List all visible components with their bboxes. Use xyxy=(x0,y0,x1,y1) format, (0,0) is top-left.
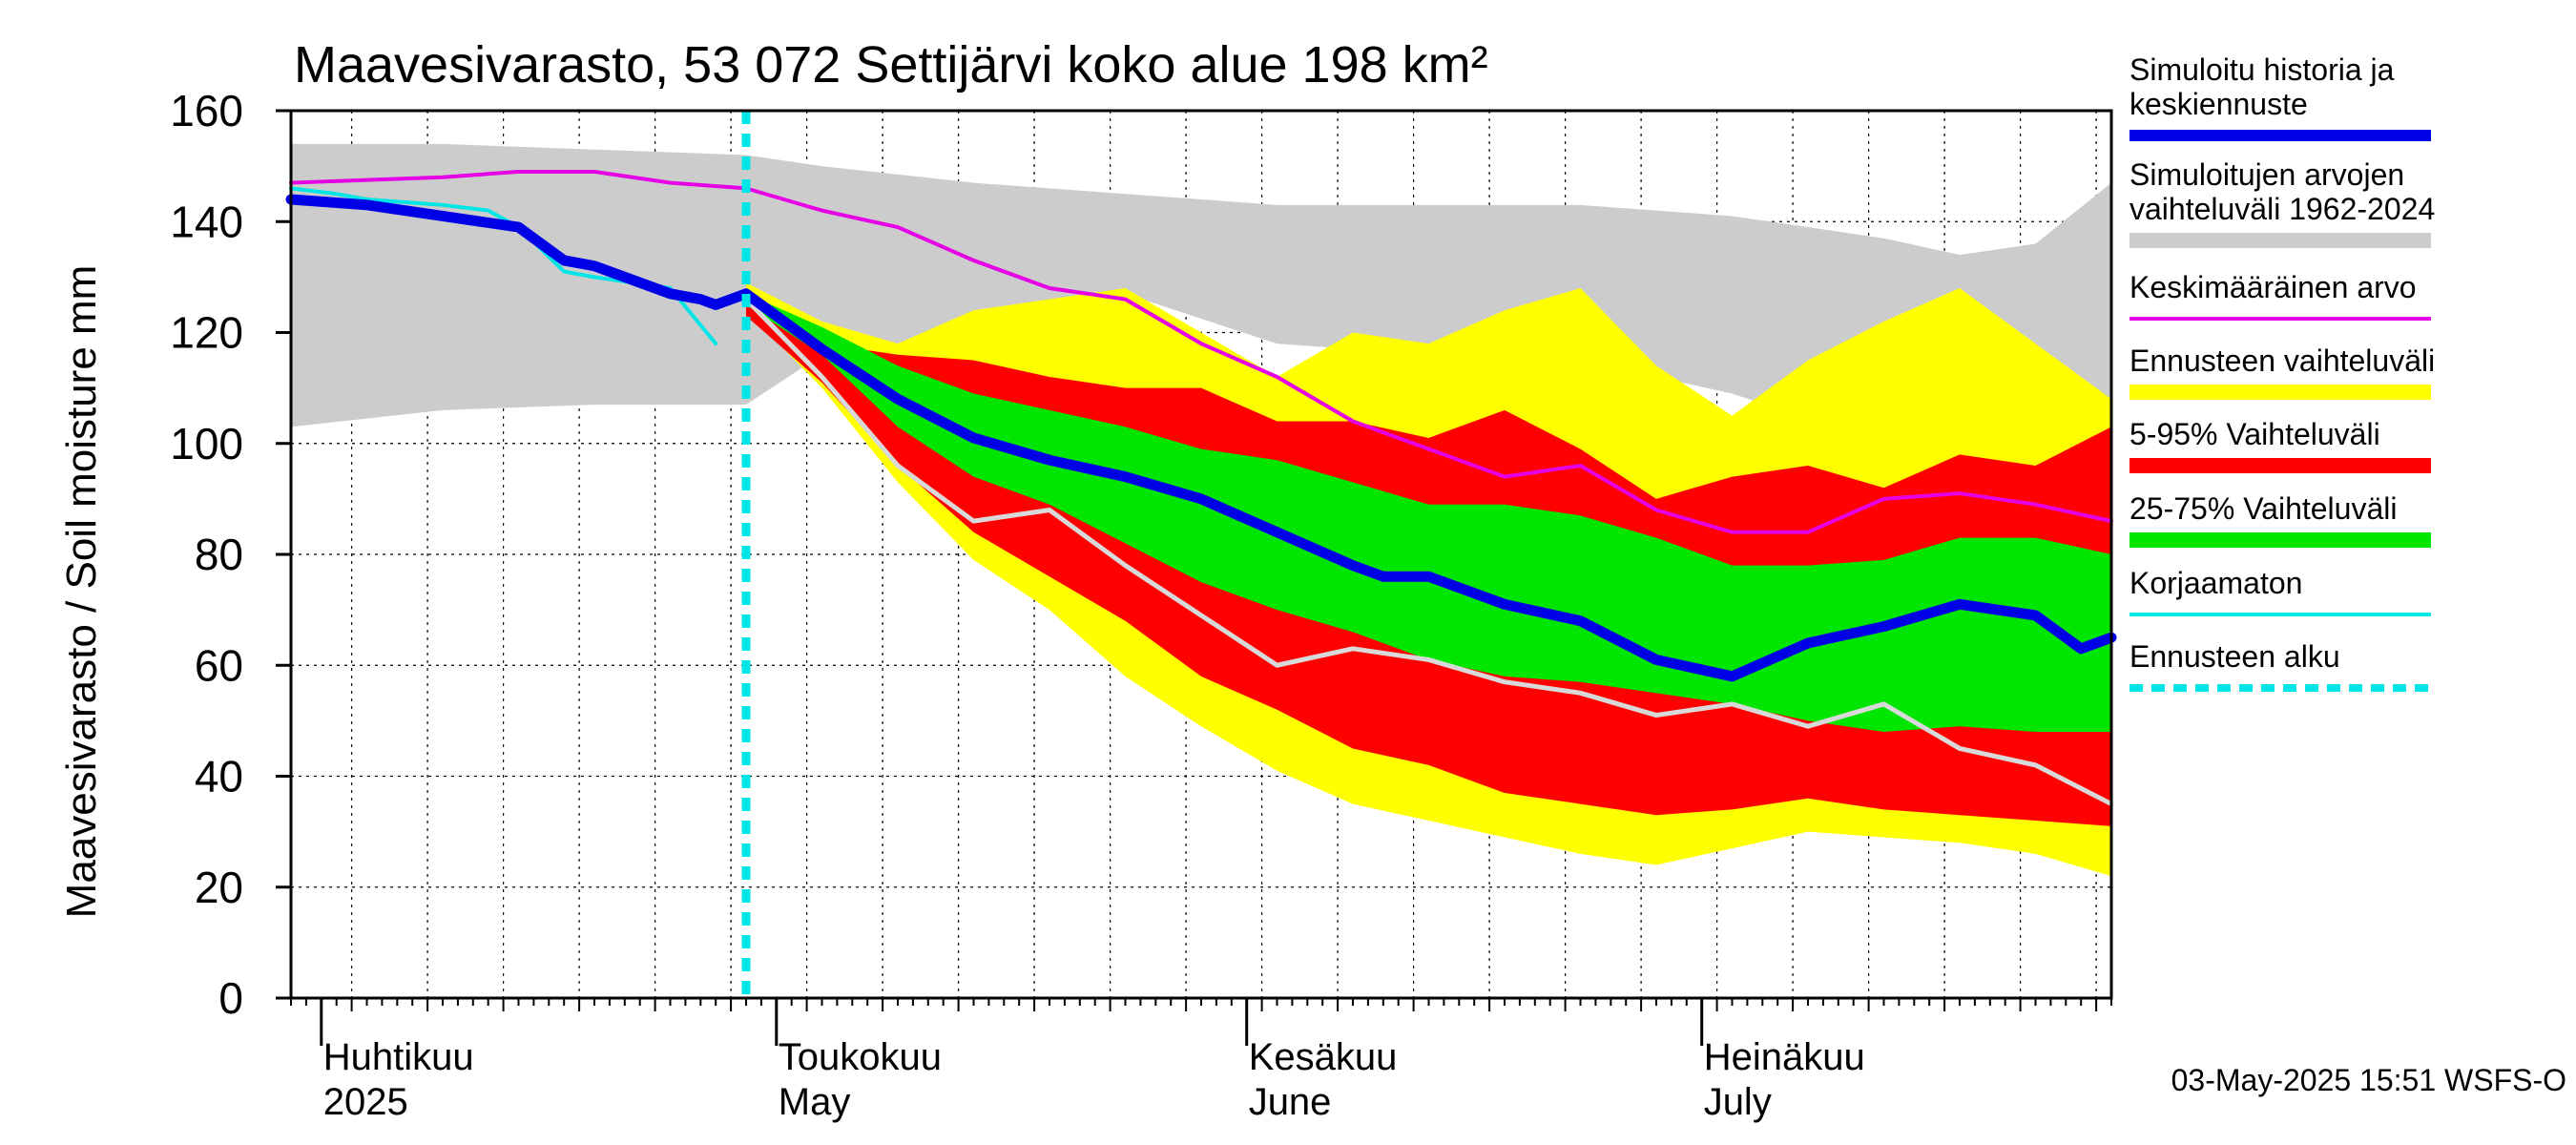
y-tick-label: 100 xyxy=(170,419,243,468)
legend-item-korjaamaton: Korjaamaton xyxy=(2129,566,2431,616)
legend-label: Ennusteen alku xyxy=(2129,639,2340,674)
legend-swatch xyxy=(2129,532,2431,548)
month-label-fi: Kesäkuu xyxy=(1249,1036,1398,1078)
y-tick-label: 160 xyxy=(170,86,243,135)
y-tick-label: 140 xyxy=(170,197,243,246)
legend-label: 25-75% Vaihteluväli xyxy=(2129,491,2397,526)
band-simuloitujen-arvojen-vaihteluvali-1962-2024 xyxy=(291,143,2111,461)
legend-swatch xyxy=(2129,233,2431,248)
month-label-en: July xyxy=(1704,1081,1772,1123)
legend-label: vaihteluväli 1962-2024 xyxy=(2129,192,2435,226)
legend-label: 5-95% Vaihteluväli xyxy=(2129,417,2380,451)
y-tick-label: 120 xyxy=(170,308,243,358)
plot-area xyxy=(285,111,2117,998)
y-tick-label: 40 xyxy=(195,752,243,802)
legend-item-keskimaarainen-arvo: Keskimääräinen arvo xyxy=(2129,270,2431,321)
legend-item-ennusteen-vaihteluvali: Ennusteen vaihteluväli xyxy=(2129,344,2435,400)
band-25-75-vaihteluvali xyxy=(746,293,2111,732)
timestamp-footer: 03-May-2025 15:51 WSFS-O xyxy=(2171,1063,2566,1097)
month-label-en: 2025 xyxy=(323,1081,408,1123)
chart-title: Maavesivarasto, 53 072 Settijärvi koko a… xyxy=(294,36,1488,94)
line-korjaamaton-forecast xyxy=(743,297,2114,807)
month-label-fi: Huhtikuu xyxy=(323,1036,474,1078)
legend-label: Simuloitujen arvojen xyxy=(2129,157,2404,192)
y-axis-label: Maavesivarasto / Soil moisture mm xyxy=(58,265,105,919)
legend-swatch xyxy=(2129,385,2431,400)
legend-label: Keskimääräinen arvo xyxy=(2129,270,2417,304)
legend-label: Ennusteen vaihteluväli xyxy=(2129,344,2435,378)
legend-label: Simuloitu historia ja xyxy=(2129,52,2395,87)
legend-swatch xyxy=(2129,458,2431,473)
legend-label: keskiennuste xyxy=(2129,87,2308,121)
y-tick-label: 60 xyxy=(195,640,243,690)
month-label-fi: Heinäkuu xyxy=(1704,1036,1865,1078)
legend-label: Korjaamaton xyxy=(2129,566,2302,600)
y-tick-label: 80 xyxy=(195,530,243,579)
legend: Simuloitu historia jakeskiennusteSimuloi… xyxy=(2129,52,2435,692)
line-simuloitu-historia-ja-keskiennuste xyxy=(285,194,2117,682)
month-label-fi: Toukokuu xyxy=(779,1036,942,1078)
y-tick-label: 20 xyxy=(195,863,243,912)
legend-item-25-75-vaihteluvali: 25-75% Vaihteluväli xyxy=(2129,491,2431,548)
legend-item-ennusteen-alku: Ennusteen alku xyxy=(2129,639,2431,692)
line-keskimaarainen-arvo xyxy=(289,169,2113,534)
y-tick-label: 0 xyxy=(218,973,243,1023)
month-label-en: June xyxy=(1249,1081,1332,1123)
legend-item-5-95-vaihteluvali: 5-95% Vaihteluväli xyxy=(2129,417,2431,473)
month-label-en: May xyxy=(779,1081,851,1123)
